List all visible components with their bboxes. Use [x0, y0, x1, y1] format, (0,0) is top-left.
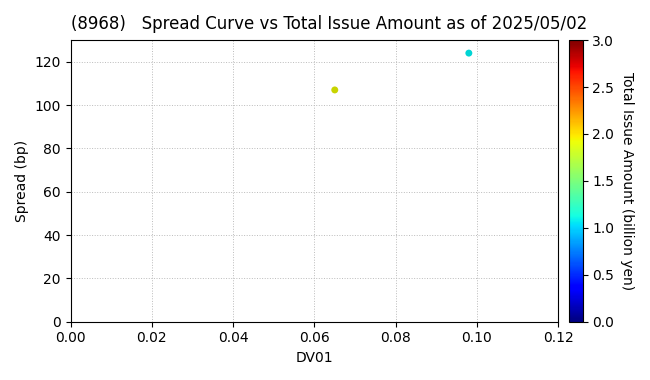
Text: (8968)   Spread Curve vs Total Issue Amount as of 2025/05/02: (8968) Spread Curve vs Total Issue Amoun… — [71, 15, 587, 33]
Point — [330, 87, 340, 93]
X-axis label: DV01: DV01 — [296, 351, 333, 365]
Y-axis label: Total Issue Amount (billion yen): Total Issue Amount (billion yen) — [620, 72, 634, 290]
Point — [463, 50, 474, 56]
Y-axis label: Spread (bp): Spread (bp) — [15, 140, 29, 222]
